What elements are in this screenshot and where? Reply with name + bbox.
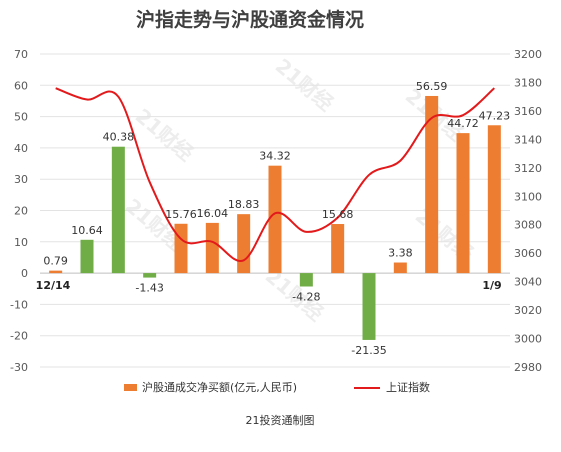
data-label: 40.38 (103, 131, 135, 144)
left-axis-ticks: -30 -20 -10 0 10 20 30 40 50 60 70 (10, 48, 28, 374)
data-label: 47.23 (479, 109, 511, 122)
bar (80, 239, 94, 274)
left-tick-label: -30 (10, 361, 28, 374)
data-label: -1.43 (135, 282, 163, 295)
x-label-first: 12/14 (36, 279, 71, 292)
index-line (55, 87, 495, 262)
right-tick-label: 3080 (514, 219, 542, 232)
data-label: 15.76 (165, 208, 197, 221)
legend-bar-label: 沪股通成交净买额(亿元,人民币) (142, 380, 297, 394)
data-label: 34.32 (259, 150, 291, 163)
legend-bar-swatch (124, 384, 137, 391)
left-tick-label: 60 (14, 79, 28, 92)
bar (487, 125, 501, 274)
data-label: 0.79 (43, 255, 68, 268)
bar (49, 270, 63, 274)
left-tick-label: 20 (14, 205, 28, 218)
right-tick-label: 3140 (514, 133, 542, 146)
data-label: 3.38 (388, 247, 413, 260)
left-tick-label: 50 (14, 111, 28, 124)
right-tick-label: 3100 (514, 190, 542, 203)
x-label-last: 1/9 (482, 279, 501, 292)
right-tick-label: 3020 (514, 304, 542, 317)
data-label: 15.68 (322, 208, 354, 221)
right-tick-label: 3160 (514, 105, 542, 118)
legend-line-label: 上证指数 (386, 380, 430, 394)
legend: 沪股通成交净买额(亿元,人民币) 上证指数 (124, 380, 430, 394)
data-label: 56.59 (416, 80, 448, 93)
source-note: 21投资通制图 (246, 413, 315, 427)
right-tick-label: 3040 (514, 276, 542, 289)
bar (425, 95, 439, 274)
bar (456, 133, 470, 274)
left-tick-label: -10 (10, 298, 28, 311)
bar (237, 214, 251, 274)
left-tick-label: 30 (14, 173, 28, 186)
left-tick-label: 70 (14, 48, 28, 61)
line-series (55, 87, 495, 262)
watermark-text: 21财经 (271, 54, 338, 116)
watermarks: 21财经21财经21财经21财经21财经21财经 (121, 54, 478, 326)
data-label: 16.04 (197, 207, 229, 220)
data-label: -4.28 (292, 290, 320, 303)
bar (205, 222, 219, 274)
left-tick-label: 10 (14, 236, 28, 249)
bar (362, 273, 376, 340)
data-label: -21.35 (351, 344, 386, 357)
data-label: 44.72 (447, 117, 479, 130)
left-tick-label: -20 (10, 330, 28, 343)
data-label: 10.64 (71, 224, 103, 237)
chart-title: 沪指走势与沪股通资金情况 (136, 8, 364, 31)
data-label: 18.83 (228, 198, 260, 211)
right-tick-label: 3000 (514, 333, 542, 346)
bar (331, 224, 345, 274)
bar (143, 273, 157, 278)
bar (299, 273, 313, 287)
right-tick-label: 3120 (514, 162, 542, 175)
right-tick-label: 3180 (514, 76, 542, 89)
right-tick-label: 3200 (514, 48, 542, 61)
left-tick-label: 40 (14, 142, 28, 155)
left-tick-label: 0 (21, 267, 28, 280)
bar (111, 146, 125, 274)
bar (393, 262, 407, 274)
right-axis-ticks: 2980 3000 3020 3040 3060 3080 3100 3120 3140 3160… (514, 48, 542, 374)
bar (174, 223, 188, 274)
bar (268, 165, 282, 274)
right-tick-label: 3060 (514, 247, 542, 260)
right-tick-label: 2980 (514, 361, 542, 374)
